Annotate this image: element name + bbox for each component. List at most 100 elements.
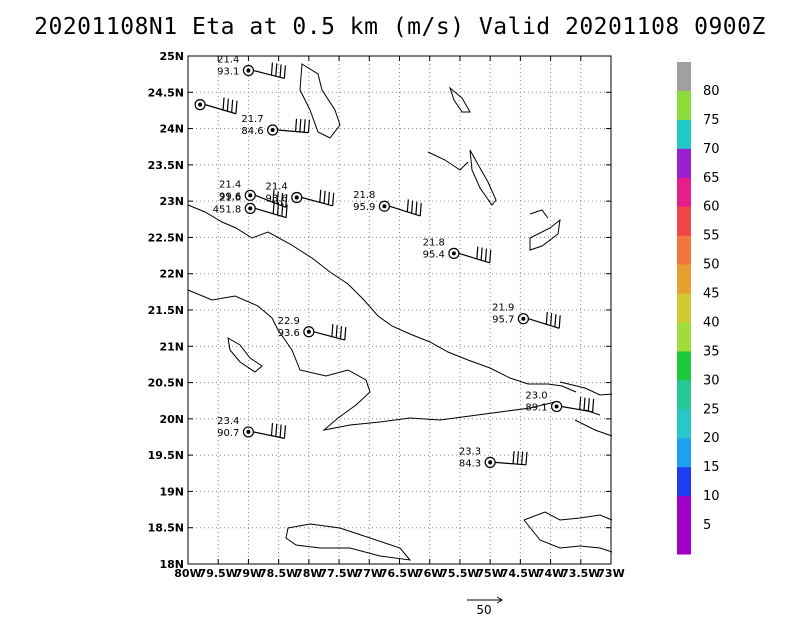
wind-barb-staff [389,205,421,217]
colorbar-swatch [677,177,691,208]
map-title: 20201108N1 Eta at 0.5 km (m/s) Valid 202… [34,14,766,40]
colorbar-label: 5 [703,518,711,533]
wind-barb-flag [587,398,590,412]
wind-barb-staff [253,69,285,80]
lon-label: 80W [174,567,201,580]
wind-barb-flag [583,397,586,411]
colorbar-label: 20 [703,431,720,446]
wind-barb-flag [299,118,302,133]
colorbar-swatch [677,380,691,410]
colorbar-swatch [677,264,691,295]
colorbar-label: 35 [703,344,720,359]
station-direction-label: 89.1 [525,403,547,414]
longitude-labels: 80W79.5W79W78.5W78W77.5W77W76.5W76W75.5W… [174,567,624,580]
station-speed-label: 21.4 [219,179,241,190]
station: 21.493.1 [217,55,286,80]
station-direction-label: 84.3 [459,458,481,469]
wind-barb-staff [458,252,490,264]
wind-barb-flag [231,99,234,113]
lon-label: 73W [597,567,624,580]
lon-label: 76W [416,567,443,580]
wind-barb-flag [419,202,422,216]
lat-label: 24N [159,123,184,136]
wind-barb-flag [516,451,519,465]
station-dot [306,329,311,334]
lon-label: 77W [356,567,383,580]
coastlines [187,63,613,561]
wind-barb-flag [303,119,306,133]
colorbar-label: 65 [703,171,720,186]
lat-label: 22.5N [148,231,184,244]
wind-barb-flag [235,100,238,114]
station-speed-label: 21.4 [217,55,239,66]
colorbar-label: 45 [703,287,720,302]
wind-barb-flag [558,315,561,329]
wind-barb-staff [255,207,287,219]
lat-label: 20.5N [148,377,184,390]
isla-juventud [227,337,263,373]
wind-barb-flag [279,64,282,78]
station: 21.784.6 [241,114,311,137]
station-speed-label: 21.8 [353,190,375,201]
lon-label: 76.5W [380,567,419,580]
colorbar-swatch [677,409,691,439]
lon-label: 73.5W [561,567,600,580]
station-direction-label: 84.6 [241,126,263,137]
station-direction-label: 90.7 [217,428,239,439]
lon-label: 74W [537,567,564,580]
wind-barb-flag [545,311,548,325]
colorbar-label: 60 [703,200,720,215]
lon-label: 78.5W [259,567,298,580]
lat-label: 25N [159,50,184,63]
cuba-coast [187,204,577,393]
lat-label: 19.5N [148,449,184,462]
colorbar-swatch [677,235,691,266]
wind-barb-flag [327,191,330,205]
wind-barb-flag [579,396,582,411]
wind-barb-flag [279,424,282,438]
lat-label: 19N [159,485,184,498]
station-direction-label: 93.6 [266,194,288,205]
station: 21.995.7 [492,303,561,329]
wind-barb-flag [512,450,515,464]
wind-barb-flag [323,190,326,204]
lat-label: 23.5N [148,159,184,172]
lat-label: 20N [159,413,184,426]
station-direction-label: 99.6 [219,191,241,202]
wind-barb-staff [561,405,593,413]
eleuthera-coast [448,86,471,113]
colorbar-swatch [677,496,691,526]
lat-label: 18.5N [148,522,184,535]
inagua-coast [529,218,561,251]
colorbar-swatch [677,62,691,92]
cuba-south-coast [187,289,556,431]
station-speed-label: 23.3 [459,446,481,457]
colorbar-swatch [677,206,691,237]
latitude-labels: 25N 24.5N 24N 23.5N 23N 22.5N 22N 21.5N 21N 20.5N… [148,50,184,571]
lon-label: 79.5W [199,567,238,580]
station-dot [382,204,387,209]
wind-barb-staff [313,331,345,341]
wind-barb-flag [283,425,287,439]
long-island-coast [469,149,497,206]
wind-barb-flag [275,423,278,437]
station: 21.499.6 [219,179,288,208]
station-direction-label: 93.1 [217,67,239,78]
station-dot [521,316,526,321]
wind-barb-flag [272,189,275,204]
wind-barb-flag [270,62,274,76]
station-speed-label: 21.7 [241,114,263,125]
wind-barb-flag [319,189,322,203]
wind-barb-staff [495,461,527,466]
colorbar-label: 25 [703,402,720,417]
wind-barb-flag [283,65,286,79]
station-speed-label: 23.4 [217,416,239,427]
wind-barb-flag [272,201,275,215]
wind-barb-flag [489,249,492,263]
station-speed-label: 21.4 [266,182,288,193]
station-dot [554,404,559,409]
station-dot [246,429,251,434]
wind-barb-staff [253,431,285,439]
lat-label: 21N [159,340,184,353]
wind-barb-flag [280,192,284,206]
